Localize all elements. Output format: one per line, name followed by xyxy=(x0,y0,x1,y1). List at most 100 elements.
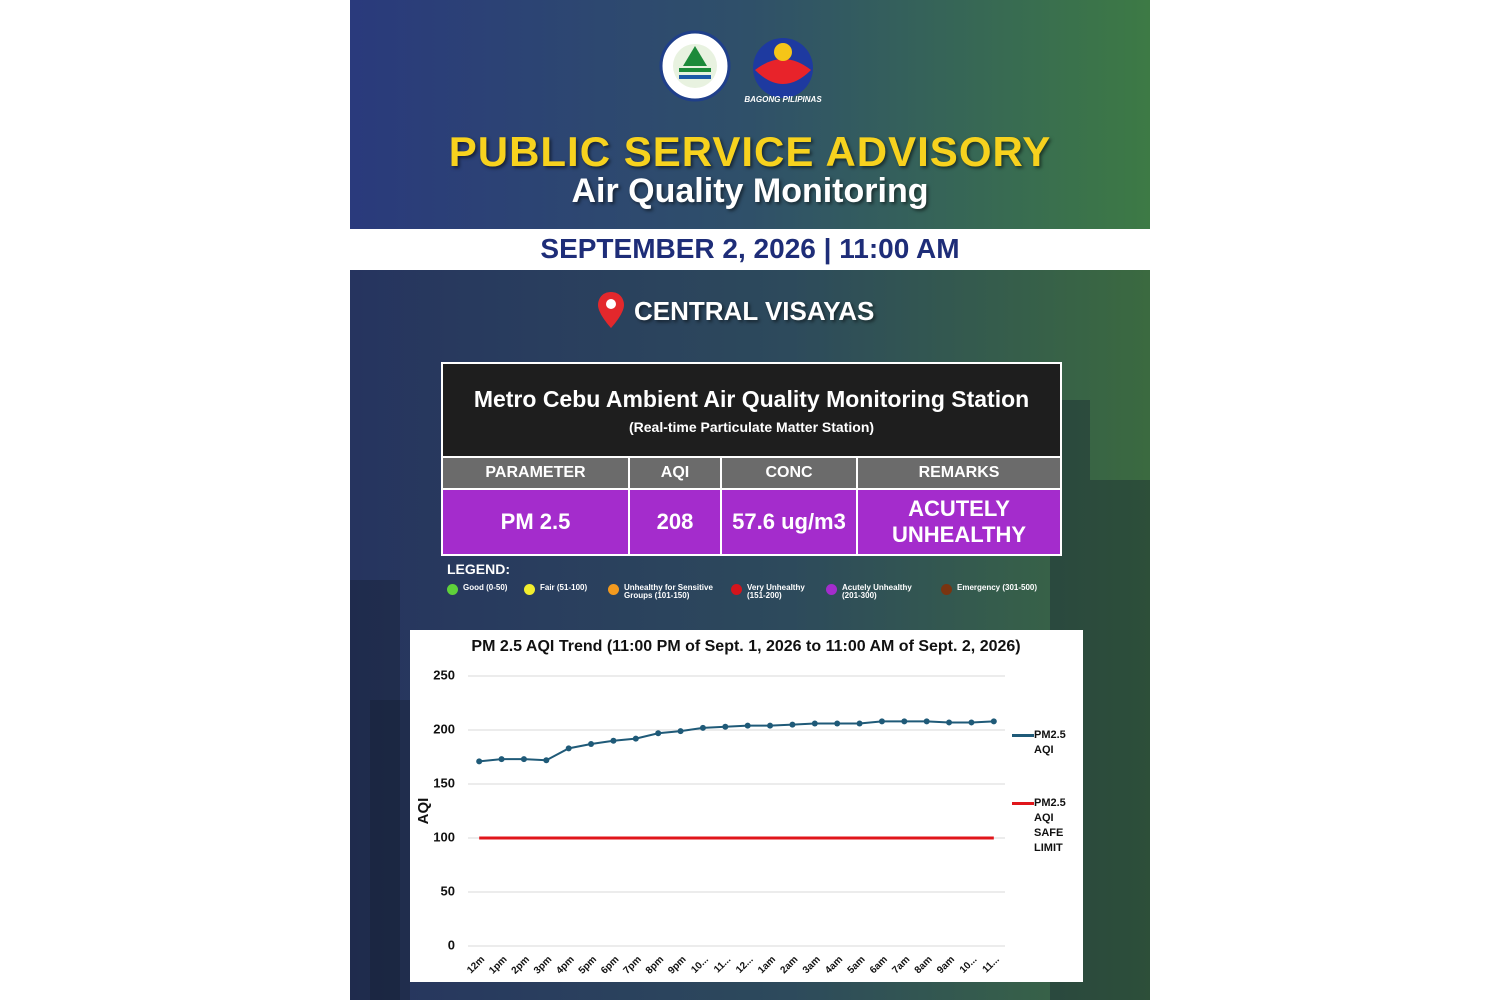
x-tick-label: 12... xyxy=(734,954,756,976)
advisory-title: PUBLIC SERVICE ADVISORY xyxy=(448,128,1052,175)
table-cell: ACUTELY UNHEALTHY xyxy=(855,488,1063,556)
x-tick-label: 1pm xyxy=(487,954,509,976)
y-tick-label: 0 xyxy=(448,937,455,952)
table-title-cell: Metro Cebu Ambient Air Quality Monitorin… xyxy=(440,362,1063,458)
point xyxy=(655,730,662,737)
x-tick-label: 2pm xyxy=(510,954,532,976)
point xyxy=(744,722,751,729)
point xyxy=(588,741,595,748)
point xyxy=(968,719,975,726)
legend-item: Very Unhealthy (151-200) xyxy=(731,584,811,600)
x-tick-label: 9am xyxy=(935,954,957,976)
x-tick-label: 11... xyxy=(981,954,1002,975)
point xyxy=(767,722,774,729)
series-line xyxy=(479,720,994,763)
legend-label: Emergency (301-500) xyxy=(957,583,1038,592)
table-title: Metro Cebu Ambient Air Quality Monitorin… xyxy=(473,385,1030,412)
legend-dot xyxy=(826,584,837,595)
point xyxy=(632,735,639,742)
point xyxy=(856,720,863,727)
x-tick-label: 7am xyxy=(890,954,912,976)
region: CENTRAL VISAYAS xyxy=(634,296,875,326)
y-tick-label: 200 xyxy=(433,721,455,736)
legend-dot xyxy=(447,584,458,595)
x-tick-label: 5pm xyxy=(577,954,599,976)
point xyxy=(811,720,818,727)
y-axis-label: AQI xyxy=(415,798,432,825)
advisory-subtitle: Air Quality Monitoring xyxy=(571,172,929,210)
column-header: CONC xyxy=(720,456,858,490)
legend-title: LEGEND: xyxy=(447,561,510,577)
chart-title: PM 2.5 AQI Trend (11:00 PM of Sept. 1, 2… xyxy=(471,638,1020,655)
x-tick-label: 10... xyxy=(689,954,711,976)
legend-dot xyxy=(524,584,535,595)
point xyxy=(923,718,930,725)
banner xyxy=(350,0,1150,229)
chart-legend-label: PM2.5 AQI xyxy=(1034,729,1066,756)
y-tick-label: 50 xyxy=(441,883,455,898)
point xyxy=(610,737,617,744)
table-cell: 57.6 ug/m3 xyxy=(720,488,858,556)
legend-swatch xyxy=(1012,734,1034,737)
legend-item: Acutely Unhealthy (201-300) xyxy=(826,584,926,600)
chart-legend-item: PM2.5 AQI SAFE LIMIT xyxy=(1012,796,1082,856)
x-tick-label: 11... xyxy=(712,954,733,975)
legend-label: Acutely Unhealthy (201-300) xyxy=(842,583,912,600)
point xyxy=(946,719,953,726)
column-header: REMARKS xyxy=(855,456,1063,490)
column-header: AQI xyxy=(628,456,722,490)
point xyxy=(789,721,796,728)
x-tick-label: 8am xyxy=(913,954,935,976)
x-tick-label: 4am xyxy=(823,954,845,976)
chart: PM 2.5 AQI Trend (11:00 PM of Sept. 1, 2… xyxy=(415,638,1021,976)
x-tick-label: 12m xyxy=(465,954,487,976)
point xyxy=(498,756,505,763)
chart-legend-label: PM2.5 AQI SAFE LIMIT xyxy=(1034,797,1066,854)
y-tick-label: 150 xyxy=(433,775,455,790)
point xyxy=(543,757,550,764)
chart-legend-item: PM2.5 AQI xyxy=(1012,728,1082,758)
x-tick-label: 3am xyxy=(801,954,823,976)
x-tick-label: 7pm xyxy=(621,954,643,976)
point xyxy=(990,718,997,725)
legend-label: Very Unhealthy (151-200) xyxy=(747,583,805,600)
table-row: PM 2.5 208 57.6 ug/m3 ACUTELY UNHEALTHY xyxy=(441,488,1063,556)
logos xyxy=(659,30,813,102)
logo-caption: BAGONG PILIPINAS xyxy=(744,95,822,104)
point xyxy=(520,756,527,763)
map-pin xyxy=(598,292,624,328)
legend-dot xyxy=(941,584,952,595)
y-tick-label: 100 xyxy=(433,829,455,844)
x-tick-label: 4pm xyxy=(554,954,576,976)
legend-dot xyxy=(731,584,742,595)
table-header: PARAMETER AQI CONC REMARKS xyxy=(441,456,1063,490)
point xyxy=(901,718,908,725)
legend-label: Good (0-50) xyxy=(463,583,508,592)
x-tick-label: 10... xyxy=(958,954,980,976)
date: SEPTEMBER 2, 2026 | 11:00 AM xyxy=(540,233,960,264)
point xyxy=(834,720,841,727)
table-subtitle: (Real-time Particulate Matter Station) xyxy=(628,418,875,435)
legend-item: Unhealthy for Sensitive Groups (101-150) xyxy=(608,584,728,600)
point xyxy=(565,745,572,752)
legend-label: Fair (51-100) xyxy=(540,583,588,592)
x-tick-label: 3pm xyxy=(532,954,554,976)
legend-dot xyxy=(608,584,619,595)
x-tick-label: 9pm xyxy=(666,954,688,976)
x-tick-label: 5am xyxy=(846,954,868,976)
x-tick-label: 6am xyxy=(868,954,890,976)
table-cell: 208 xyxy=(628,488,722,556)
legend-item: Good (0-50) xyxy=(447,584,517,595)
point xyxy=(722,723,729,730)
x-tick-label: 1am xyxy=(756,954,778,976)
legend-label: Unhealthy for Sensitive Groups (101-150) xyxy=(624,583,713,600)
legend-swatch xyxy=(1012,802,1034,805)
legend-item: Fair (51-100) xyxy=(524,584,594,595)
point xyxy=(677,728,684,735)
chart-panel: PM 2.5 AQI Trend (11:00 PM of Sept. 1, 2… xyxy=(410,630,1083,982)
table-cell: PM 2.5 xyxy=(441,488,630,556)
x-tick-label: 8pm xyxy=(644,954,666,976)
y-tick-label: 250 xyxy=(433,667,455,682)
point xyxy=(476,758,483,765)
